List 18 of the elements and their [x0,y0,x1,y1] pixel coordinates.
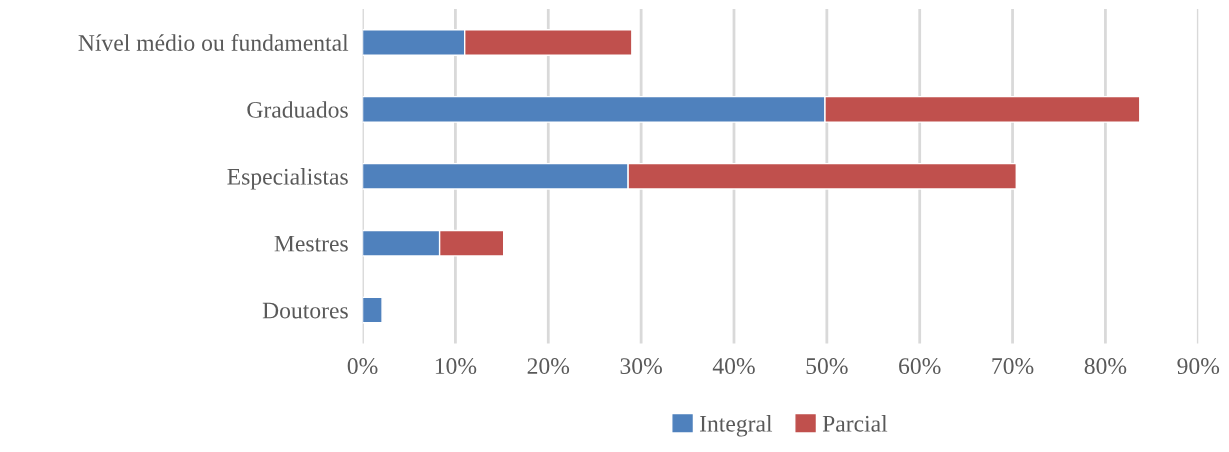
x-tick-label: 10% [435,358,477,375]
x-tick-label: 50% [806,358,848,375]
x-tick-label: 40% [712,358,755,375]
y-tick-label: Doutores [262,302,348,319]
y-tick-label: Nível médio ou fundamental [78,34,349,51]
legend-label: Integral [699,415,773,437]
y-tick-label: Mestres [274,235,348,252]
x-tick-label: 0% [347,358,378,375]
x-tick-label: 20% [527,358,570,375]
y-tick-label: Graduados [247,101,348,118]
x-tick-label: 90% [1177,358,1220,375]
x-tick-label: 70% [992,358,1034,375]
x-tick-label: 30% [620,358,662,375]
x-tick-label: 80% [1084,358,1127,375]
legend-label: Parcial [822,415,888,432]
x-tick-label: 60% [899,358,941,375]
y-tick-label: Especialistas [227,168,348,190]
bar [362,296,383,324]
